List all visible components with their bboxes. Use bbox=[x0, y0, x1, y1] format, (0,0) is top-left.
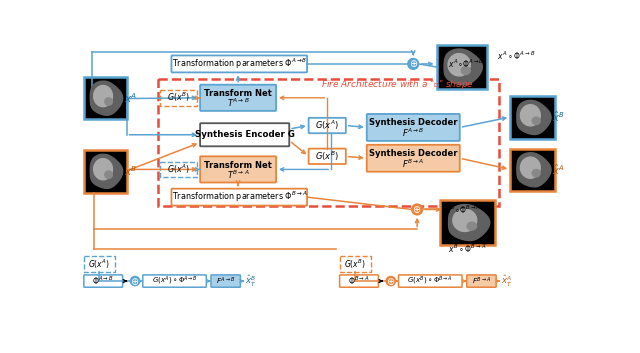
Text: Transform Net: Transform Net bbox=[204, 161, 272, 170]
Text: Transform Net: Transform Net bbox=[204, 89, 272, 98]
Text: $G(x^B)$: $G(x^B)$ bbox=[167, 91, 190, 104]
Text: Fire Architecture with a "$\mathcal{火}$" shape: Fire Architecture with a "$\mathcal{火}$"… bbox=[321, 78, 474, 91]
Text: $F^{A \to B}$: $F^{A \to B}$ bbox=[216, 275, 236, 287]
Text: $\oplus$: $\oplus$ bbox=[408, 58, 418, 70]
Bar bbox=[340, 256, 371, 272]
Polygon shape bbox=[90, 154, 123, 189]
Text: $G(x^B)\circ\Phi^{B \to A}$: $G(x^B)\circ\Phi^{B \to A}$ bbox=[407, 275, 453, 287]
FancyBboxPatch shape bbox=[399, 275, 462, 287]
FancyBboxPatch shape bbox=[340, 275, 378, 287]
Text: $x^A\circ\Phi^{A{\to}B}$: $x^A\circ\Phi^{A{\to}B}$ bbox=[497, 49, 536, 62]
Text: Synthesis Decoder: Synthesis Decoder bbox=[369, 118, 458, 127]
Text: $x^A\!\circ\!\Phi^{A{\to}B}$: $x^A\!\circ\!\Phi^{A{\to}B}$ bbox=[448, 58, 484, 70]
Text: $\oplus$: $\oplus$ bbox=[131, 276, 140, 287]
Text: $x^A$: $x^A$ bbox=[124, 92, 137, 106]
FancyBboxPatch shape bbox=[367, 145, 460, 172]
Polygon shape bbox=[467, 222, 477, 230]
Text: Synthesis Encoder G: Synthesis Encoder G bbox=[195, 130, 294, 139]
Text: $\oplus$: $\oplus$ bbox=[386, 276, 396, 287]
Circle shape bbox=[131, 276, 140, 286]
Text: $G(x^A)$: $G(x^A)$ bbox=[316, 119, 339, 132]
FancyBboxPatch shape bbox=[143, 275, 206, 287]
Bar bbox=[160, 162, 197, 177]
Text: $\hat{x}^B$: $\hat{x}^B$ bbox=[552, 110, 564, 124]
Polygon shape bbox=[105, 98, 113, 105]
Text: $\hat{x}^A$: $\hat{x}^A$ bbox=[552, 162, 564, 176]
Text: $\hat{x}^B_T$: $\hat{x}^B_T$ bbox=[245, 274, 256, 289]
Polygon shape bbox=[93, 158, 113, 180]
Text: $\hat{x}^A_T$: $\hat{x}^A_T$ bbox=[501, 274, 512, 289]
Polygon shape bbox=[105, 171, 113, 178]
Bar bbox=[84, 150, 127, 192]
Polygon shape bbox=[532, 169, 540, 177]
Bar bbox=[440, 200, 495, 245]
FancyBboxPatch shape bbox=[200, 85, 276, 111]
FancyBboxPatch shape bbox=[172, 189, 307, 205]
FancyBboxPatch shape bbox=[172, 55, 307, 72]
Text: $G(x^B)$: $G(x^B)$ bbox=[344, 257, 366, 271]
Polygon shape bbox=[453, 209, 477, 232]
Polygon shape bbox=[448, 54, 470, 76]
Polygon shape bbox=[517, 100, 551, 134]
FancyBboxPatch shape bbox=[308, 118, 346, 133]
Text: $x^B\!\circ\!\Phi^{B{\to}A}$: $x^B\!\circ\!\Phi^{B{\to}A}$ bbox=[445, 203, 481, 216]
FancyBboxPatch shape bbox=[211, 275, 241, 287]
Polygon shape bbox=[461, 67, 470, 74]
Text: $G(x^A)$: $G(x^A)$ bbox=[88, 257, 110, 271]
Bar bbox=[84, 77, 127, 119]
Circle shape bbox=[386, 276, 396, 286]
Bar bbox=[436, 45, 487, 89]
Polygon shape bbox=[520, 105, 540, 126]
Bar bbox=[160, 90, 197, 106]
Text: $\Phi^{A \to B}$: $\Phi^{A \to B}$ bbox=[92, 275, 114, 287]
FancyBboxPatch shape bbox=[200, 156, 276, 183]
Text: $x^B\circ\Phi^{B{\to}A}$: $x^B\circ\Phi^{B{\to}A}$ bbox=[448, 243, 486, 255]
FancyBboxPatch shape bbox=[367, 114, 460, 141]
FancyBboxPatch shape bbox=[467, 275, 496, 287]
Polygon shape bbox=[517, 153, 551, 187]
Text: Synthesis Decoder: Synthesis Decoder bbox=[369, 149, 458, 158]
Circle shape bbox=[412, 204, 422, 215]
Text: $F^{B \to A}$: $F^{B \to A}$ bbox=[402, 157, 424, 170]
Text: $G(x^A)\circ\Phi^{A \to B}$: $G(x^A)\circ\Phi^{A \to B}$ bbox=[152, 275, 198, 287]
FancyBboxPatch shape bbox=[200, 123, 289, 146]
Text: $T^{A \to B}$: $T^{A \to B}$ bbox=[227, 97, 250, 109]
Text: $\oplus$: $\oplus$ bbox=[413, 204, 422, 215]
Text: $\Phi^{B \to A}$: $\Phi^{B \to A}$ bbox=[348, 275, 370, 287]
Bar bbox=[510, 149, 555, 191]
Text: $G(x^B)$: $G(x^B)$ bbox=[316, 150, 339, 163]
Polygon shape bbox=[444, 49, 483, 85]
Polygon shape bbox=[93, 85, 113, 107]
Polygon shape bbox=[90, 81, 123, 115]
FancyBboxPatch shape bbox=[308, 149, 346, 164]
Text: $x^B$: $x^B$ bbox=[124, 164, 137, 178]
FancyBboxPatch shape bbox=[84, 275, 123, 287]
Polygon shape bbox=[520, 157, 540, 178]
Text: $T^{B \to A}$: $T^{B \to A}$ bbox=[227, 169, 250, 181]
Text: Transformation parameters $\Phi^{A \to B}$: Transformation parameters $\Phi^{A \to B… bbox=[172, 57, 307, 71]
Polygon shape bbox=[449, 204, 490, 240]
Bar bbox=[510, 96, 555, 139]
Text: Transformation parameters $\Phi^{B \to A}$: Transformation parameters $\Phi^{B \to A… bbox=[172, 190, 307, 204]
Bar bbox=[84, 256, 115, 272]
Polygon shape bbox=[532, 117, 540, 125]
Text: $F^{B \to A}$: $F^{B \to A}$ bbox=[472, 275, 491, 287]
Circle shape bbox=[408, 59, 419, 69]
Text: $G(x^A)$: $G(x^A)$ bbox=[167, 163, 190, 176]
Text: $F^{A \to B}$: $F^{A \to B}$ bbox=[402, 127, 424, 139]
Bar bbox=[157, 79, 499, 207]
